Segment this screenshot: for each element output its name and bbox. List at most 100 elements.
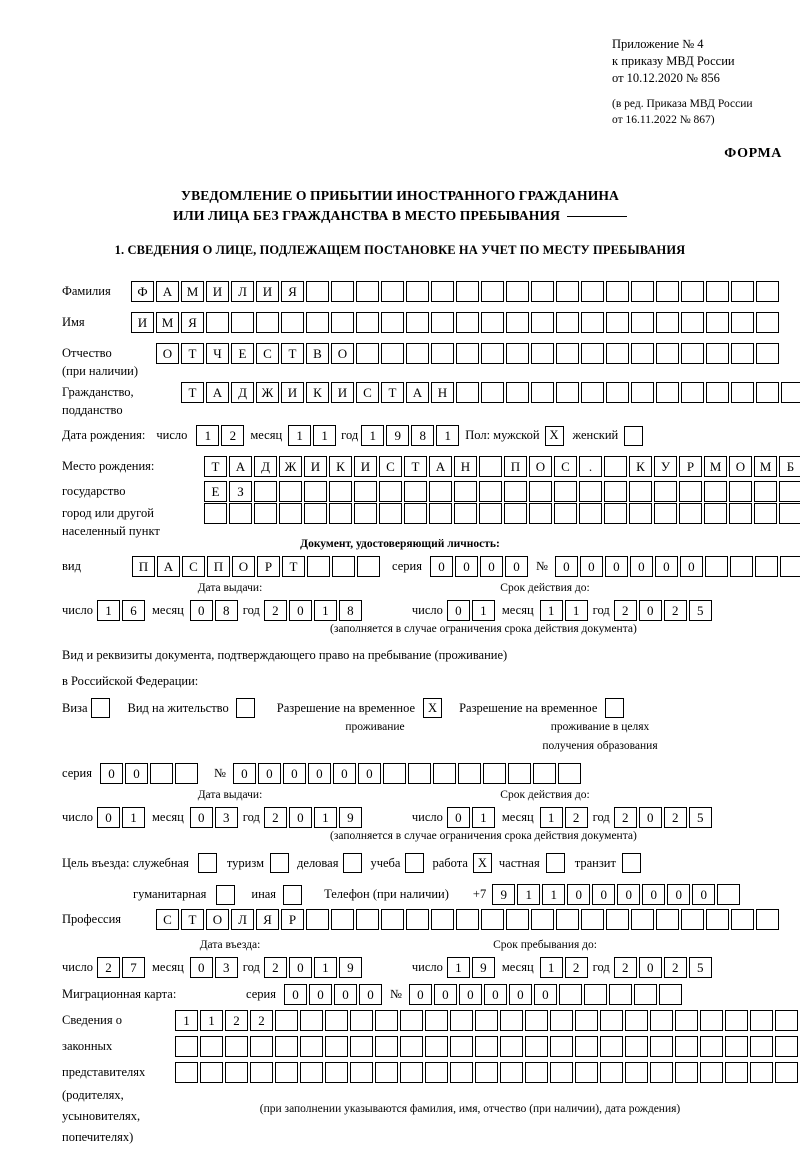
char-cell[interactable]: 2 xyxy=(97,957,121,978)
char-cell[interactable]: 2 xyxy=(613,600,637,621)
char-cell[interactable]: К xyxy=(629,456,652,477)
char-cell[interactable]: 1 xyxy=(361,425,385,446)
char-cell[interactable]: 1 xyxy=(288,425,312,446)
char-cell[interactable] xyxy=(254,481,277,502)
char-cell[interactable] xyxy=(706,343,729,364)
char-cell[interactable]: 5 xyxy=(688,957,712,978)
char-cell[interactable]: Р xyxy=(281,909,304,930)
char-cell[interactable] xyxy=(506,909,529,930)
char-cell[interactable] xyxy=(425,1036,448,1057)
checkbox-purpose-other[interactable] xyxy=(283,884,303,905)
char-cell[interactable]: 0 xyxy=(458,984,482,1005)
char-cell[interactable]: 0 xyxy=(533,984,557,1005)
char-cell[interactable]: А xyxy=(229,456,252,477)
char-cell[interactable] xyxy=(550,1062,573,1083)
char-cell[interactable] xyxy=(681,312,704,333)
char-cell[interactable] xyxy=(431,312,454,333)
char-cell[interactable]: 8 xyxy=(338,600,362,621)
char-cell[interactable] xyxy=(454,481,477,502)
char-cell[interactable]: 0 xyxy=(308,984,332,1005)
char-cell[interactable] xyxy=(206,312,229,333)
char-cell[interactable] xyxy=(606,343,629,364)
char-cell[interactable] xyxy=(629,481,652,502)
char-cell[interactable]: 0 xyxy=(97,807,121,828)
char-cell[interactable] xyxy=(750,1036,773,1057)
char-cell[interactable] xyxy=(306,909,329,930)
char-cell[interactable] xyxy=(331,909,354,930)
char-cell[interactable]: З xyxy=(229,481,252,502)
char-cell[interactable] xyxy=(406,909,429,930)
char-cell[interactable]: 2 xyxy=(663,957,687,978)
legal-rep-row-3-cells[interactable] xyxy=(175,1062,800,1083)
char-cell[interactable] xyxy=(404,503,427,524)
char-cell[interactable] xyxy=(556,281,579,302)
char-cell[interactable]: А xyxy=(406,382,429,403)
char-cell[interactable] xyxy=(479,481,502,502)
char-cell[interactable]: Т xyxy=(181,343,204,364)
char-cell[interactable]: Н xyxy=(454,456,477,477)
char-cell[interactable]: Т xyxy=(404,456,427,477)
char-cell[interactable]: 0 xyxy=(257,763,281,784)
char-cell[interactable]: 9 xyxy=(338,807,362,828)
char-cell[interactable]: 0 xyxy=(232,763,256,784)
char-cell[interactable]: И xyxy=(304,456,327,477)
char-cell[interactable]: А xyxy=(206,382,229,403)
char-cell[interactable] xyxy=(350,1036,373,1057)
char-cell[interactable] xyxy=(354,503,377,524)
char-cell[interactable]: 1 xyxy=(200,1010,223,1031)
char-cell[interactable]: 0 xyxy=(288,600,312,621)
char-cell[interactable] xyxy=(779,556,800,577)
birthplace-row-3-cells[interactable] xyxy=(204,503,800,524)
char-cell[interactable] xyxy=(507,763,531,784)
char-cell[interactable]: А xyxy=(429,456,452,477)
char-cell[interactable] xyxy=(731,909,754,930)
char-cell[interactable]: Б xyxy=(779,456,800,477)
char-cell[interactable]: 0 xyxy=(358,984,382,1005)
char-cell[interactable] xyxy=(658,984,682,1005)
char-cell[interactable]: 2 xyxy=(263,600,287,621)
char-cell[interactable] xyxy=(407,763,431,784)
char-cell[interactable]: С xyxy=(256,343,279,364)
char-cell[interactable] xyxy=(558,984,582,1005)
char-cell[interactable] xyxy=(325,1062,348,1083)
char-cell[interactable] xyxy=(633,984,657,1005)
char-cell[interactable] xyxy=(681,281,704,302)
char-cell[interactable] xyxy=(356,343,379,364)
char-cell[interactable] xyxy=(431,343,454,364)
checkbox-temp-residence[interactable]: X xyxy=(423,698,443,718)
char-cell[interactable] xyxy=(457,763,481,784)
char-cell[interactable] xyxy=(357,556,380,577)
char-cell[interactable]: 0 xyxy=(692,884,716,905)
char-cell[interactable]: 0 xyxy=(592,884,616,905)
char-cell[interactable] xyxy=(650,1062,673,1083)
char-cell[interactable]: И xyxy=(281,382,304,403)
char-cell[interactable]: Ж xyxy=(256,382,279,403)
char-cell[interactable]: О xyxy=(529,456,552,477)
checkbox-purpose-work[interactable]: X xyxy=(472,853,492,873)
char-cell[interactable] xyxy=(406,281,429,302)
char-cell[interactable] xyxy=(754,556,778,577)
char-cell[interactable]: 1 xyxy=(196,425,220,446)
char-cell[interactable] xyxy=(300,1010,323,1031)
char-cell[interactable] xyxy=(631,382,654,403)
char-cell[interactable]: И xyxy=(354,456,377,477)
char-cell[interactable]: 0 xyxy=(508,984,532,1005)
char-cell[interactable] xyxy=(631,312,654,333)
char-cell[interactable] xyxy=(656,312,679,333)
char-cell[interactable] xyxy=(500,1062,523,1083)
char-cell[interactable]: 0 xyxy=(189,807,213,828)
char-cell[interactable] xyxy=(575,1010,598,1031)
char-cell[interactable] xyxy=(506,281,529,302)
char-cell[interactable] xyxy=(482,763,506,784)
char-cell[interactable]: 0 xyxy=(357,763,381,784)
char-cell[interactable]: 1 xyxy=(313,600,337,621)
char-cell[interactable] xyxy=(200,1062,223,1083)
char-cell[interactable]: 2 xyxy=(225,1010,248,1031)
